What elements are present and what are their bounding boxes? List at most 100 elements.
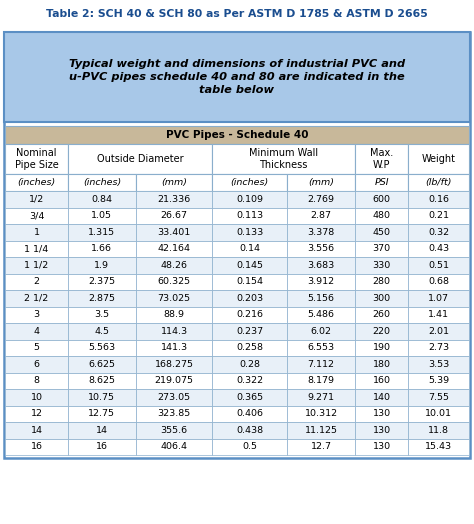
Bar [212,356,287,373]
Bar [5,307,68,323]
Text: 0.109: 0.109 [236,195,263,204]
Text: 0.203: 0.203 [236,294,263,303]
Text: Minimum Wall
Thickness: Minimum Wall Thickness [249,148,318,170]
Bar [409,323,469,340]
Text: (mm): (mm) [308,178,334,187]
Bar [355,174,409,191]
Bar [5,174,68,191]
Text: 0.84: 0.84 [91,195,112,204]
Text: 1.66: 1.66 [91,244,112,253]
Text: 6: 6 [34,360,39,369]
Bar [5,439,68,455]
Text: 88.9: 88.9 [164,310,184,319]
Bar [68,274,136,290]
Text: 168.275: 168.275 [155,360,193,369]
Bar [409,144,469,174]
Bar [212,340,287,356]
Bar [68,389,136,406]
Text: 3.5: 3.5 [94,310,109,319]
Text: 1.41: 1.41 [428,310,449,319]
Text: 330: 330 [373,261,391,270]
Bar [68,406,136,422]
Text: Table 2: SCH 40 & SCH 80 as Per ASTM D 1785 & ASTM D 2665: Table 2: SCH 40 & SCH 80 as Per ASTM D 1… [46,9,428,19]
Text: 114.3: 114.3 [160,327,188,336]
Bar [355,406,409,422]
Text: 33.401: 33.401 [157,228,191,237]
Bar [212,290,287,307]
Text: 190: 190 [373,343,391,352]
Text: 9.271: 9.271 [308,393,335,402]
Bar [287,389,355,406]
Bar [5,422,68,439]
Text: 2.73: 2.73 [428,343,449,352]
Bar [287,406,355,422]
Bar [68,208,136,224]
Bar [136,257,212,274]
Bar [287,274,355,290]
Bar [287,323,355,340]
Text: 2.875: 2.875 [89,294,116,303]
Bar [409,307,469,323]
Text: 0.21: 0.21 [428,211,449,220]
Bar [212,144,355,174]
Text: 260: 260 [373,310,391,319]
Text: 0.154: 0.154 [236,277,263,286]
Bar [68,307,136,323]
Text: 0.43: 0.43 [428,244,449,253]
Text: 0.237: 0.237 [236,327,263,336]
Text: (inches): (inches) [230,178,269,187]
Text: 1.05: 1.05 [91,211,112,220]
Bar [409,439,469,455]
Text: Typical weight and dimensions of industrial PVC and
u-PVC pipes schedule 40 and : Typical weight and dimensions of industr… [69,59,405,95]
Text: 10: 10 [30,393,43,402]
Text: 8.625: 8.625 [89,376,116,385]
Text: PVC Pipes - Schedule 40: PVC Pipes - Schedule 40 [166,130,308,140]
Text: 0.14: 0.14 [239,244,260,253]
Text: 16: 16 [96,442,108,451]
Bar [287,208,355,224]
Text: 21.336: 21.336 [157,195,191,204]
Bar [68,224,136,241]
Text: 2 1/2: 2 1/2 [24,294,49,303]
Text: 12: 12 [30,409,43,418]
Bar [136,340,212,356]
Text: 42.164: 42.164 [157,244,191,253]
Text: 5.486: 5.486 [308,310,335,319]
Text: 3.378: 3.378 [308,228,335,237]
Text: 8.179: 8.179 [308,376,335,385]
Text: 2.769: 2.769 [308,195,335,204]
Bar [212,174,287,191]
Text: 140: 140 [373,393,391,402]
Bar [136,307,212,323]
Text: (inches): (inches) [18,178,55,187]
Bar [212,191,287,208]
Bar [212,323,287,340]
Text: 4: 4 [34,327,39,336]
Text: 5.563: 5.563 [88,343,116,352]
Bar [212,439,287,455]
Bar [4,32,470,122]
Bar [5,224,68,241]
Bar [212,208,287,224]
Text: 220: 220 [373,327,391,336]
Bar [287,174,355,191]
Bar [355,340,409,356]
Bar [409,257,469,274]
Text: 219.075: 219.075 [155,376,193,385]
Text: 0.216: 0.216 [236,310,263,319]
Bar [409,274,469,290]
Bar [287,224,355,241]
Text: 2.375: 2.375 [88,277,116,286]
Bar [212,373,287,389]
Text: (mm): (mm) [161,178,187,187]
Bar [355,290,409,307]
Text: (lb/ft): (lb/ft) [426,178,452,187]
Bar [5,406,68,422]
Bar [5,290,68,307]
Text: 6.625: 6.625 [89,360,116,369]
Text: 130: 130 [373,409,391,418]
Bar [5,208,68,224]
Bar [212,274,287,290]
Text: 48.26: 48.26 [161,261,188,270]
Text: 1.315: 1.315 [88,228,116,237]
